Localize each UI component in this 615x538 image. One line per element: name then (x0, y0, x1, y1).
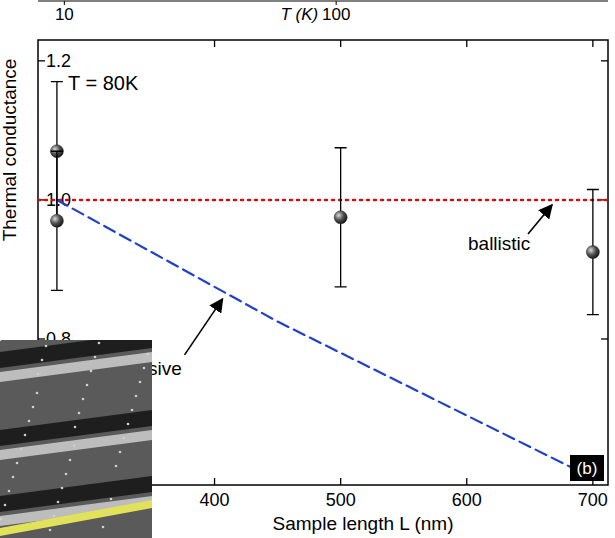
annotation-temperature: T = 80K (68, 72, 139, 94)
sem-particle (61, 487, 64, 490)
sem-particle (143, 367, 146, 370)
y-tick-right (601, 60, 608, 61)
sem-particle (106, 512, 109, 515)
panel-letter-box (570, 455, 604, 481)
sem-particle (37, 373, 40, 376)
x-tick-label: 400 (200, 490, 230, 510)
sem-particle (78, 412, 81, 415)
annotation-arrow (185, 299, 223, 355)
sem-particle (127, 423, 130, 426)
sem-particle (135, 395, 138, 398)
x-tick-top (466, 40, 467, 47)
error-bar (51, 151, 63, 290)
sem-particle (98, 342, 101, 345)
x-tick-label: 600 (452, 490, 482, 510)
sem-particle (82, 398, 85, 401)
sem-particle (57, 501, 60, 504)
x-tick-label: 700 (578, 490, 608, 510)
upper-axis-line (38, 1, 608, 2)
x-tick-top (592, 40, 593, 47)
sem-particle (8, 490, 11, 493)
x-tick (340, 478, 341, 485)
x-tick-top (340, 40, 341, 47)
sem-particle (24, 434, 27, 437)
y-tick (38, 60, 45, 61)
y-axis-title: Thermal conductance (0, 59, 20, 242)
sem-particle (69, 459, 72, 462)
y-tick-label: 1.2 (46, 51, 71, 71)
sem-particle (110, 498, 113, 501)
sem-particle (65, 473, 68, 476)
sem-particle (41, 359, 44, 362)
ballistic-line (38, 199, 608, 202)
x-tick-top (214, 40, 215, 47)
sem-particle (36, 392, 39, 395)
upper-axis-title: T (K) (280, 5, 318, 24)
sem-particle (131, 409, 134, 412)
error-bar (335, 148, 347, 287)
sem-content (0, 340, 152, 536)
sem-particle (147, 353, 150, 356)
y-tick-right (601, 338, 608, 339)
sem-background (0, 340, 152, 538)
data-point (50, 214, 63, 227)
sem-particle (0, 340, 1, 341)
sem-particle (115, 465, 118, 468)
sem-particle (20, 448, 23, 451)
chart: 10 100T (K) 400 500 600 700 Sample length L (n… (0, 0, 615, 538)
sem-particle (102, 526, 105, 529)
sem-particle (12, 476, 15, 479)
sem-particle (123, 437, 126, 440)
upper-tick-label: 100 (322, 5, 350, 24)
sem-particle (139, 381, 142, 384)
sem-particle (119, 451, 122, 454)
sem-particle (49, 529, 52, 532)
x-tick (466, 478, 467, 485)
x-tick-label: 500 (326, 490, 356, 510)
x-axis-title: Sample length L (nm) (273, 513, 454, 534)
data-point (586, 246, 599, 259)
data-point (334, 211, 347, 224)
sem-electrode (0, 430, 152, 460)
sem-particle (73, 445, 76, 448)
sem-particle (32, 406, 35, 409)
sem-particle (90, 370, 93, 373)
annotation-ballistic: ballistic (468, 233, 530, 254)
sem-inset (0, 332, 152, 538)
panel-letter: (b) (577, 459, 598, 478)
sem-particle (94, 356, 97, 359)
annotation-arrow (528, 205, 552, 234)
sem-nanowire (0, 500, 152, 536)
error-bar (587, 189, 599, 314)
sem-particle (45, 345, 48, 348)
sem-particle (74, 426, 77, 429)
sem-particle (53, 515, 56, 518)
y-tick (38, 338, 45, 339)
sem-particle (0, 518, 2, 521)
x-tick (214, 478, 215, 485)
sem-particle (28, 420, 31, 423)
sem-particle (86, 384, 89, 387)
sem-particle (4, 504, 7, 507)
sem-particle (16, 462, 19, 465)
upper-tick-label: 10 (55, 5, 74, 24)
sem-electrode (0, 352, 152, 382)
